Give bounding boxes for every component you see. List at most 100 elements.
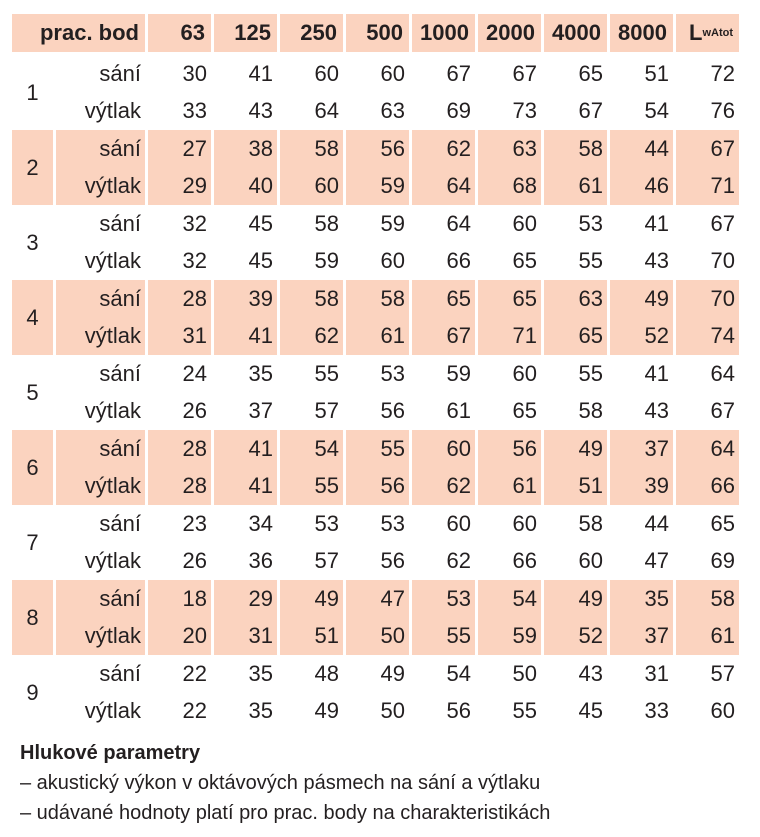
band-cell: 59 <box>478 617 541 655</box>
table-row-vytlak: výtlak 28 41 55 56 62 61 51 39 66 <box>56 467 750 505</box>
band-cell: 38 <box>214 130 277 168</box>
row-label: sání <box>56 130 145 168</box>
band-cell: 49 <box>544 580 607 618</box>
footer-line: – udávané hodnoty platí pro prac. body n… <box>20 802 551 824</box>
total-cell: 70 <box>710 248 735 274</box>
band-cell: 69 <box>446 98 471 124</box>
total-cell: 66 <box>676 467 739 505</box>
operating-point-number: 4 <box>12 280 53 355</box>
header-band: 8000 <box>610 14 673 52</box>
band-cell: 54 <box>478 580 541 618</box>
band-cell: 31 <box>644 660 669 686</box>
band-cell: 60 <box>446 510 471 536</box>
header-operating-point: prac. bod <box>12 14 145 52</box>
total-cell: 61 <box>676 617 739 655</box>
band-cell: 51 <box>644 60 669 86</box>
header-band: 125 <box>214 14 277 52</box>
row-label: výtlak <box>56 467 145 505</box>
band-cell: 47 <box>346 580 409 618</box>
band-cell: 44 <box>610 130 673 168</box>
band-cell: 67 <box>412 317 475 355</box>
band-cell: 53 <box>412 580 475 618</box>
band-cell: 28 <box>148 430 211 468</box>
operating-point-group: 3 sání 32 45 58 59 64 60 53 41 67 výtlak 32 45 59 60 66 6… <box>12 205 750 280</box>
band-cell: 65 <box>578 60 603 86</box>
operating-point-number: 7 <box>26 529 39 555</box>
total-cell: 74 <box>676 317 739 355</box>
band-cell: 60 <box>512 360 537 386</box>
band-cell: 53 <box>380 360 405 386</box>
band-cell: 56 <box>346 467 409 505</box>
band-cell: 49 <box>280 580 343 618</box>
band-cell: 28 <box>148 280 211 318</box>
band-cell: 41 <box>214 467 277 505</box>
band-cell: 49 <box>610 280 673 318</box>
band-cell: 53 <box>380 510 405 536</box>
band-cell: 60 <box>512 510 537 536</box>
row-label: výtlak <box>84 98 141 124</box>
band-cell: 66 <box>512 548 537 574</box>
header-band: 2000 <box>478 14 541 52</box>
band-cell: 41 <box>214 317 277 355</box>
band-cell: 22 <box>182 698 207 724</box>
band-cell: 68 <box>478 167 541 205</box>
band-cell: 63 <box>478 130 541 168</box>
band-cell: 35 <box>248 360 273 386</box>
band-cell: 56 <box>380 548 405 574</box>
table-row-sani: sání 18 29 49 47 53 54 49 35 58 <box>56 580 750 618</box>
band-cell: 46 <box>610 167 673 205</box>
operating-point-number: 1 <box>26 79 39 105</box>
band-cell: 41 <box>644 210 669 236</box>
operating-point-number: 6 <box>12 430 53 505</box>
band-cell: 50 <box>346 617 409 655</box>
operating-point-number: 3 <box>26 229 39 255</box>
band-cell: 61 <box>346 317 409 355</box>
operating-point-number: 9 <box>26 679 39 705</box>
band-cell: 56 <box>478 430 541 468</box>
band-cell: 67 <box>446 60 471 86</box>
table-header: prac. bod 63 125 250 500 1000 2000 4000 … <box>12 14 750 52</box>
operating-point-group: 7 sání 23 34 53 53 60 60 58 44 65 výtlak 26 36 57 56 62 6… <box>12 505 750 580</box>
band-cell: 59 <box>380 210 405 236</box>
row-label: výtlak <box>56 617 145 655</box>
band-cell: 55 <box>346 430 409 468</box>
band-cell: 32 <box>182 248 207 274</box>
header-band: 500 <box>346 14 409 52</box>
band-cell: 56 <box>346 130 409 168</box>
band-cell: 43 <box>578 660 603 686</box>
total-cell: 67 <box>710 398 735 424</box>
row-label: výtlak <box>84 548 141 574</box>
band-cell: 60 <box>578 548 603 574</box>
operating-point-number: 5 <box>26 379 39 405</box>
band-cell: 63 <box>380 98 405 124</box>
band-cell: 57 <box>314 398 339 424</box>
band-cell: 58 <box>578 510 603 536</box>
band-cell: 59 <box>314 248 339 274</box>
band-cell: 44 <box>644 510 669 536</box>
band-cell: 49 <box>544 430 607 468</box>
operating-point-number: 2 <box>12 130 53 205</box>
band-cell: 58 <box>578 398 603 424</box>
operating-point-group: 1 sání 30 41 60 60 67 67 65 51 72 výtlak 33 43 64 63 69 7… <box>12 55 750 130</box>
band-cell: 45 <box>248 210 273 236</box>
total-cell: 60 <box>710 698 735 724</box>
band-cell: 54 <box>644 98 669 124</box>
row-label: sání <box>99 210 141 236</box>
table-row-vytlak: výtlak 26 37 57 56 61 65 58 43 67 <box>56 393 750 431</box>
total-cell: 72 <box>710 60 735 86</box>
band-cell: 28 <box>148 467 211 505</box>
band-cell: 41 <box>214 430 277 468</box>
band-cell: 67 <box>578 98 603 124</box>
band-cell: 60 <box>380 248 405 274</box>
band-cell: 22 <box>182 660 207 686</box>
total-cell: 58 <box>676 580 739 618</box>
table-row-sani: sání 23 34 53 53 60 60 58 44 65 <box>56 505 750 543</box>
table-body: 1 sání 30 41 60 60 67 67 65 51 72 výtlak 33 43 64 63 69 7… <box>12 55 750 730</box>
band-cell: 40 <box>214 167 277 205</box>
band-cell: 43 <box>644 248 669 274</box>
band-cell: 29 <box>214 580 277 618</box>
band-cell: 45 <box>248 248 273 274</box>
operating-point-group: 8 sání 18 29 49 47 53 54 49 35 58 výtlak 20 31 51 50 55 5… <box>12 580 750 655</box>
band-cell: 26 <box>182 548 207 574</box>
